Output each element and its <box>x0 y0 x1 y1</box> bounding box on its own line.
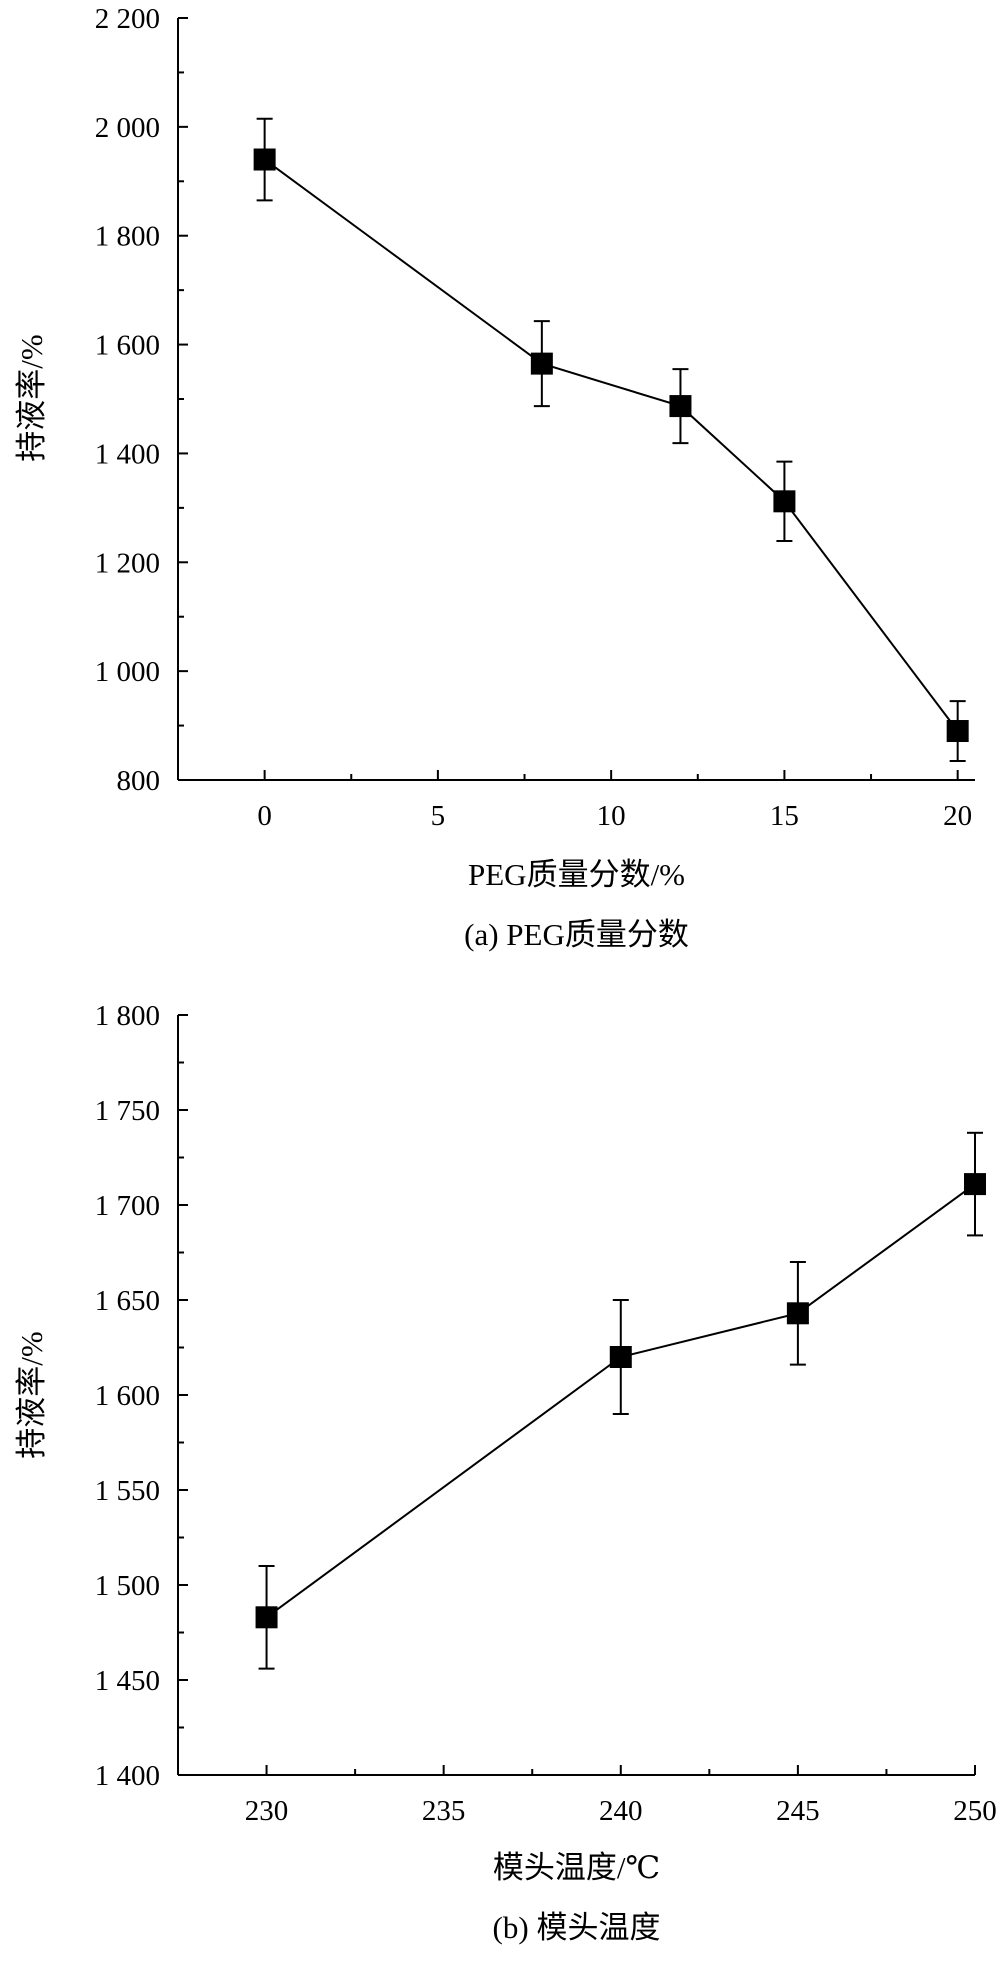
data-point-marker <box>253 148 276 171</box>
x-tick-label: 15 <box>770 800 799 832</box>
y-tick-label: 1 450 <box>95 1665 160 1697</box>
y-tick-label: 1 400 <box>95 1760 160 1792</box>
data-point-marker <box>530 352 553 375</box>
y-tick-label: 1 750 <box>95 1095 160 1127</box>
data-point-marker <box>773 490 796 513</box>
x-tick-label: 250 <box>953 1795 997 1827</box>
x-tick-label: 0 <box>257 800 272 832</box>
y-axis-title: 持液率/% <box>14 1331 49 1458</box>
y-tick-label: 1 700 <box>95 1190 160 1222</box>
chart-b: 1 400 1 450 1 500 1 550 1 600 1 650 1 700 1 750… <box>14 1000 997 1945</box>
series-line <box>264 158 959 732</box>
y-tick-label: 800 <box>117 765 161 797</box>
x-tick-label: 235 <box>422 1795 466 1827</box>
y-tick-label: 1 400 <box>95 438 160 470</box>
y-tick-label: 1 800 <box>95 1000 160 1032</box>
y-tick-label: 1 500 <box>95 1570 160 1602</box>
data-point-marker <box>669 395 692 418</box>
x-tick-label: 10 <box>597 800 626 832</box>
x-tick-label: 5 <box>431 800 446 832</box>
y-tick-label: 1 200 <box>95 547 160 579</box>
y-tick-label: 2 200 <box>95 3 160 35</box>
x-axis-title: PEG质量分数/% <box>468 857 685 892</box>
x-tick-label: 245 <box>776 1795 820 1827</box>
y-axis-title: 持液率/% <box>14 334 49 461</box>
y-tick-label: 1 600 <box>95 1380 160 1412</box>
y-tick-label: 1 650 <box>95 1285 160 1317</box>
data-point-marker <box>609 1346 632 1368</box>
data-point-marker <box>946 720 969 743</box>
x-tick-label: 20 <box>943 800 972 832</box>
figure-caption: (b) 模头温度 <box>493 1910 661 1945</box>
data-point-marker <box>964 1173 986 1196</box>
x-axis-title: 模头温度/℃ <box>493 1850 660 1885</box>
x-tick-label: 230 <box>245 1795 289 1827</box>
y-tick-label: 1 550 <box>95 1475 160 1507</box>
data-point-marker <box>255 1606 278 1629</box>
x-tick-label: 240 <box>599 1795 643 1827</box>
data-point-marker <box>786 1302 809 1325</box>
y-tick-label: 1 800 <box>95 221 160 253</box>
y-tick-label: 1 000 <box>95 656 160 688</box>
y-tick-label: 2 000 <box>95 112 160 144</box>
figure-caption: (a) PEG质量分数 <box>464 917 689 952</box>
y-tick-label: 1 600 <box>95 330 160 362</box>
chart-a: 800 1 000 1 200 1 400 1 600 1 800 2 000 2 200 0 5… <box>14 3 975 952</box>
series-line <box>265 1183 976 1619</box>
